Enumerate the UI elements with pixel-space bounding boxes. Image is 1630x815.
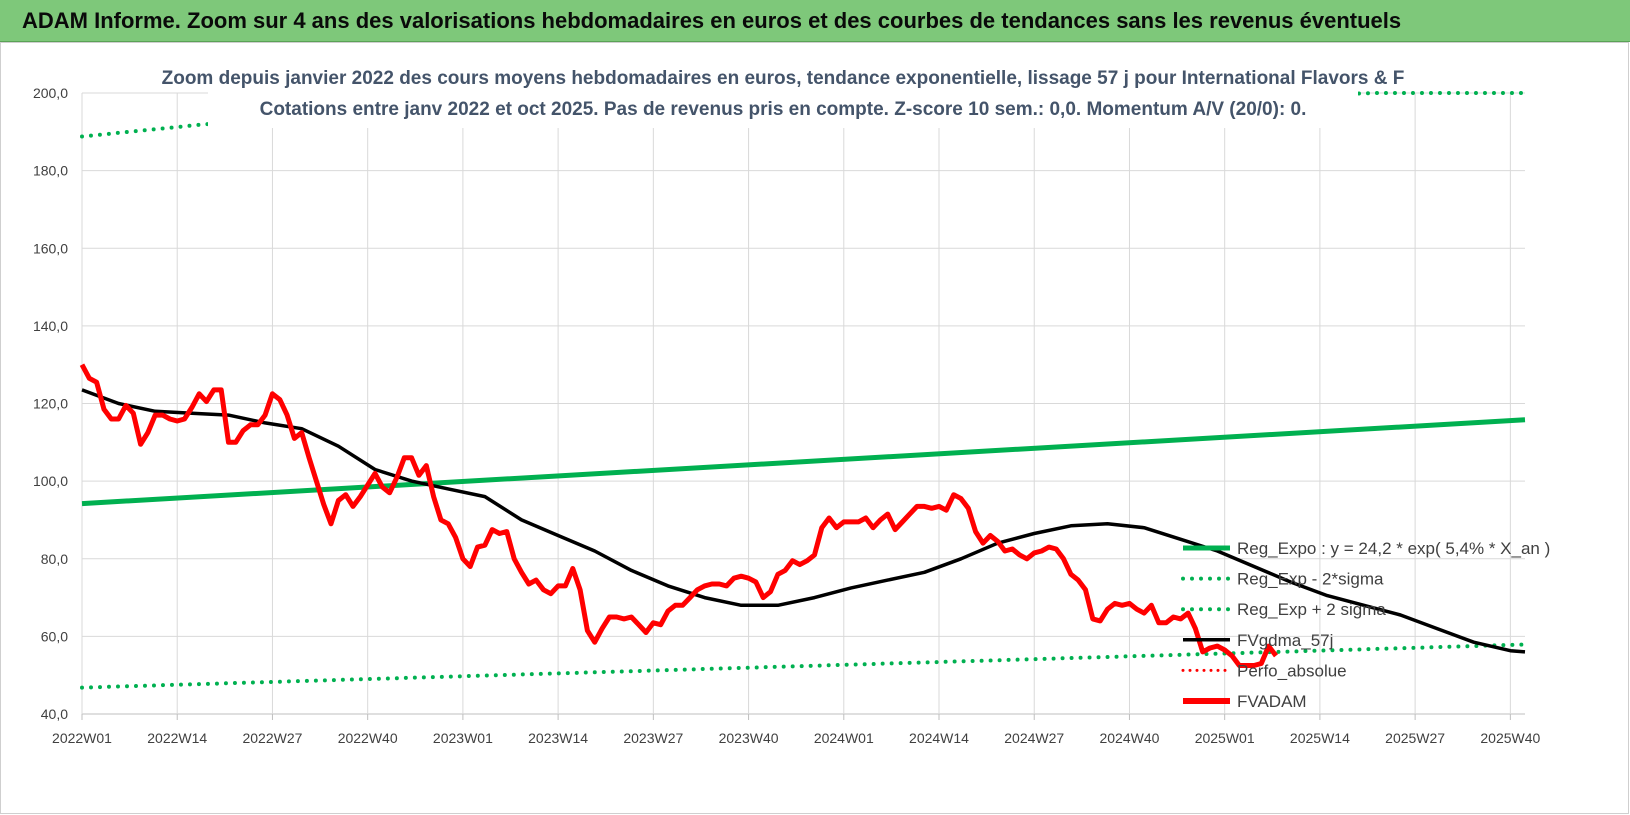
legend-label: Perfo_absolue [1237,661,1347,680]
series-reg-expo [81,417,1526,507]
y-tick-label: 200,0 [33,85,68,101]
x-tick-label: 2025W01 [1195,730,1255,746]
x-tick-label: 2022W27 [242,730,302,746]
x-tick-label: 2023W40 [719,730,779,746]
y-tick-label: 180,0 [33,163,68,179]
x-tick-label: 2024W27 [1004,730,1064,746]
y-tick-label: 160,0 [33,240,68,256]
legend-label: FVgdma_57j [1237,631,1333,650]
x-tick-label: 2024W01 [814,730,874,746]
legend-fvgdma-57j: FVgdma_57j [1183,631,1333,650]
x-tick-label: 2022W01 [52,730,112,746]
chart-frame [0,42,1629,814]
legend-label: Reg_Expo : y = 24,2 * exp( 5,4% * X_an ) [1237,539,1550,558]
x-tick-label: 2023W27 [623,730,683,746]
chart-legend: Reg_Expo : y = 24,2 * exp( 5,4% * X_an )… [1181,539,1550,711]
x-axis-ticks: 2022W01 2022W14 2022W27 2022W40 2023W01 2023W… [52,730,1540,746]
legend-perfo-absolue: Perfo_absolue [1181,661,1347,680]
series-reg-minus-2sigma [80,642,1527,690]
y-tick-label: 60,0 [41,628,68,644]
x-tick-label: 2022W14 [147,730,207,746]
header-bar: ADAM Informe. Zoom sur 4 ans des valoris… [0,0,1630,42]
page-title: ADAM Informe. Zoom sur 4 ans des valoris… [22,8,1402,33]
x-tick-label: 2022W40 [338,730,398,746]
x-tick-label: 2025W14 [1290,730,1350,746]
x-tick-label: 2025W27 [1385,730,1445,746]
legend-fvadam: FVADAM [1183,692,1307,711]
legend-label: Reg_Exp + 2 sigma [1237,600,1386,619]
y-tick-label: 100,0 [33,473,68,489]
x-tick-label: 2023W01 [433,730,493,746]
y-tick-label: 40,0 [41,706,68,722]
legend-reg-minus-2sigma: Reg_Exp - 2*sigma [1181,570,1384,589]
x-tick-label: 2024W40 [1099,730,1159,746]
y-tick-label: 120,0 [33,396,68,412]
y-axis-ticks: 40,0 60,0 80,0 100,0 120,0 140,0 160,0 180,0 200… [33,85,68,722]
legend-label: FVADAM [1237,692,1307,711]
chart-grid [81,92,1525,720]
y-tick-label: 80,0 [41,551,68,567]
x-tick-label: 2025W40 [1480,730,1540,746]
title-background [208,60,1358,128]
chart-title: Zoom depuis janvier 2022 des cours moyen… [162,68,1405,89]
y-tick-label: 140,0 [33,318,68,334]
series-fvadam [79,363,1278,668]
x-tick-label: 2023W14 [528,730,588,746]
legend-reg-plus-2sigma: Reg_Exp + 2 sigma [1181,600,1386,619]
x-tick-label: 2024W14 [909,730,969,746]
legend-reg-expo: Reg_Expo : y = 24,2 * exp( 5,4% * X_an ) [1183,539,1550,558]
series-fvgdma-57j [81,388,1526,654]
chart-subtitle: Cotations entre janv 2022 et oct 2025. P… [260,99,1307,120]
legend-label: Reg_Exp - 2*sigma [1237,570,1384,589]
chart-series [79,91,1527,690]
